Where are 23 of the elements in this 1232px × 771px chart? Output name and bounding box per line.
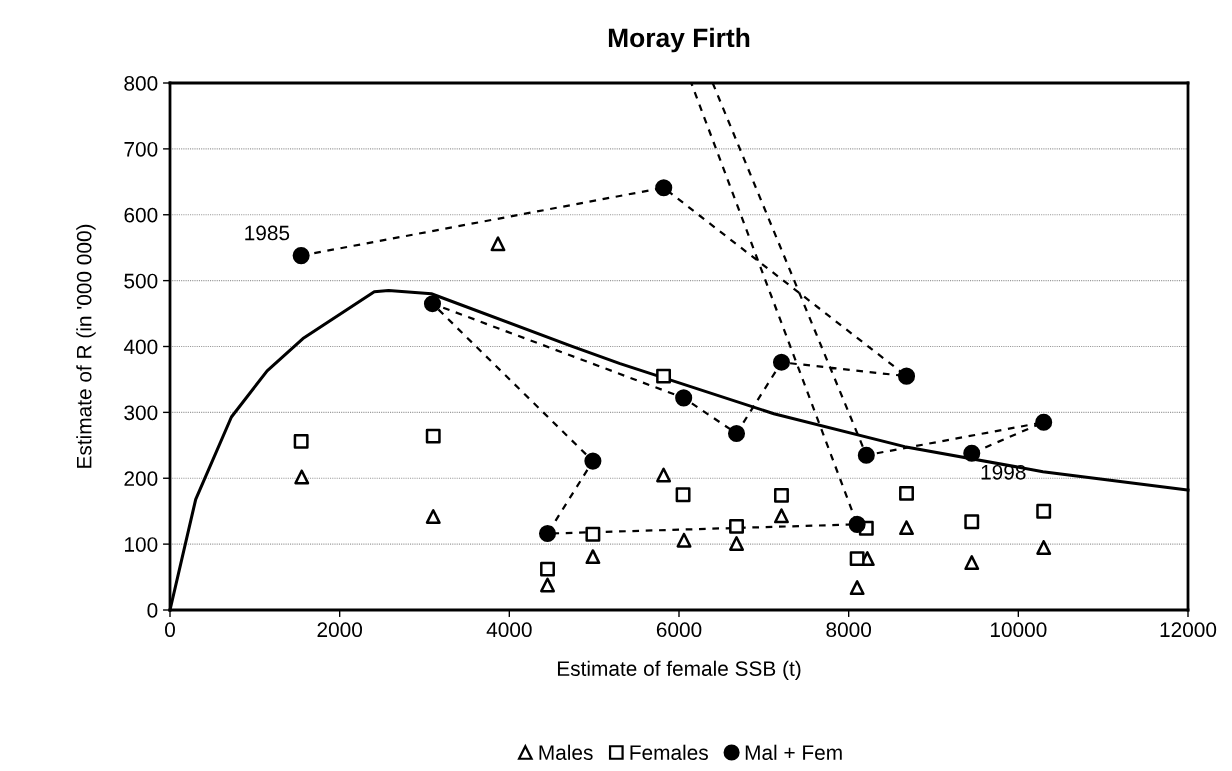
legend-label: Females bbox=[630, 744, 708, 760]
x-tick-label: 10000 bbox=[990, 622, 1047, 638]
y-tick-label: 500 bbox=[124, 273, 158, 289]
x-tick-label: 8000 bbox=[826, 622, 872, 638]
x-tick-label: 4000 bbox=[486, 622, 532, 638]
x-tick-label: 0 bbox=[165, 622, 175, 638]
x-tick-label: 2000 bbox=[317, 622, 363, 638]
x-axis-title: Estimate of female SSB (t) bbox=[557, 660, 801, 681]
y-tick-label: 300 bbox=[124, 405, 158, 421]
x-tick-label: 12000 bbox=[1160, 622, 1217, 638]
legend-label: Males bbox=[539, 744, 593, 760]
y-tick-label: 0 bbox=[147, 603, 158, 618]
y-tick-label: 600 bbox=[124, 207, 158, 223]
y-tick-label: 100 bbox=[125, 537, 158, 552]
y-axis-title: Estimate of R (in '000 000) bbox=[76, 224, 96, 468]
annotation: 1985 bbox=[245, 225, 290, 241]
y-tick-label: 200 bbox=[124, 471, 158, 486]
x-tick-label: 6000 bbox=[656, 622, 702, 638]
legend-label: Mal + Fem bbox=[745, 744, 842, 760]
y-tick-label: 800 bbox=[124, 76, 158, 91]
y-tick-label: 400 bbox=[123, 339, 158, 355]
y-tick-label: 700 bbox=[124, 141, 158, 157]
chart-title: Moray Firth bbox=[608, 27, 750, 53]
